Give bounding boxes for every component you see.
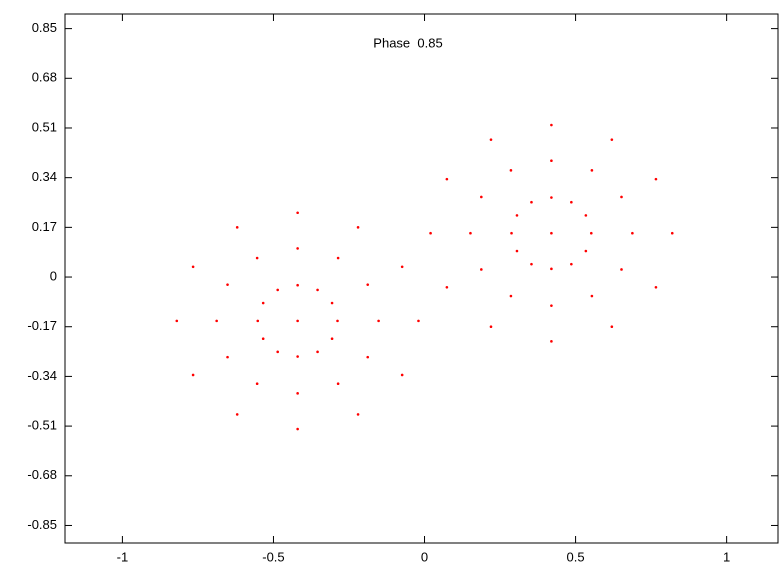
point <box>584 214 588 217</box>
point <box>530 200 533 204</box>
point <box>296 392 299 395</box>
point <box>654 177 658 181</box>
y-tick-label: 0.51 <box>32 119 57 134</box>
y-tick-label: 0.85 <box>32 20 57 35</box>
point <box>256 319 260 323</box>
point <box>336 256 340 260</box>
point <box>509 169 513 172</box>
point <box>215 319 218 323</box>
point <box>610 325 614 329</box>
point <box>261 301 265 305</box>
point <box>480 195 483 199</box>
point <box>445 177 449 181</box>
point <box>261 337 265 341</box>
point <box>589 231 593 235</box>
point <box>489 325 493 329</box>
point <box>550 340 553 343</box>
point <box>400 373 404 377</box>
x-tick-label: 0.5 <box>567 549 585 564</box>
x-tick-label: -0.5 <box>262 549 284 564</box>
point <box>480 268 483 271</box>
point <box>296 427 299 431</box>
point <box>336 319 339 323</box>
point <box>356 413 360 416</box>
point <box>509 294 513 298</box>
point <box>235 413 239 416</box>
point <box>296 211 299 215</box>
point <box>417 319 420 323</box>
point <box>620 195 623 199</box>
y-tick-label: 0.34 <box>32 169 57 184</box>
y-tick-label: -0.17 <box>27 318 57 333</box>
point <box>191 265 195 269</box>
point <box>316 350 319 354</box>
point <box>489 138 493 141</box>
point <box>296 319 299 323</box>
point <box>296 283 299 287</box>
point <box>515 214 519 217</box>
point <box>377 319 380 323</box>
y-tick-label: 0.68 <box>32 70 57 85</box>
x-tick-label: 0 <box>421 549 428 564</box>
point <box>330 301 334 305</box>
point <box>590 294 594 298</box>
point <box>469 231 472 235</box>
point <box>584 249 588 253</box>
point <box>610 138 614 141</box>
point <box>296 355 299 358</box>
x-tick-label: -1 <box>117 549 129 564</box>
point <box>276 288 279 292</box>
point <box>316 288 319 292</box>
point <box>356 226 360 229</box>
point <box>570 262 573 266</box>
point <box>670 231 674 235</box>
point <box>191 373 195 377</box>
point <box>530 262 533 266</box>
point <box>336 382 340 386</box>
point <box>276 350 279 354</box>
annotation: Phase 0.85 <box>373 35 442 50</box>
point <box>400 265 404 269</box>
point <box>366 355 370 359</box>
point <box>296 247 299 250</box>
y-tick-label: -0.34 <box>27 368 57 383</box>
point <box>226 355 229 359</box>
point <box>550 231 553 235</box>
point <box>255 382 259 386</box>
point <box>550 159 553 163</box>
point <box>570 200 573 204</box>
point <box>590 169 594 172</box>
point <box>175 319 179 323</box>
point <box>330 337 334 341</box>
point <box>255 256 259 260</box>
y-tick-label: 0.17 <box>32 219 57 234</box>
point <box>631 231 634 235</box>
point <box>550 123 553 127</box>
x-tick-label: 1 <box>723 549 730 564</box>
point <box>226 283 229 286</box>
point <box>445 285 449 289</box>
y-tick-label: 0 <box>50 268 57 283</box>
y-tick-label: -0.85 <box>27 517 57 532</box>
point <box>550 267 553 271</box>
y-tick-label: -0.68 <box>27 467 57 482</box>
point <box>654 285 658 289</box>
plot-frame <box>64 13 779 544</box>
y-tick-label: -0.51 <box>27 418 57 433</box>
point <box>550 304 553 307</box>
point <box>366 283 370 286</box>
point <box>429 231 432 235</box>
point <box>510 231 513 235</box>
point <box>235 226 239 229</box>
point <box>550 196 553 199</box>
point <box>515 249 519 253</box>
point <box>620 268 623 271</box>
